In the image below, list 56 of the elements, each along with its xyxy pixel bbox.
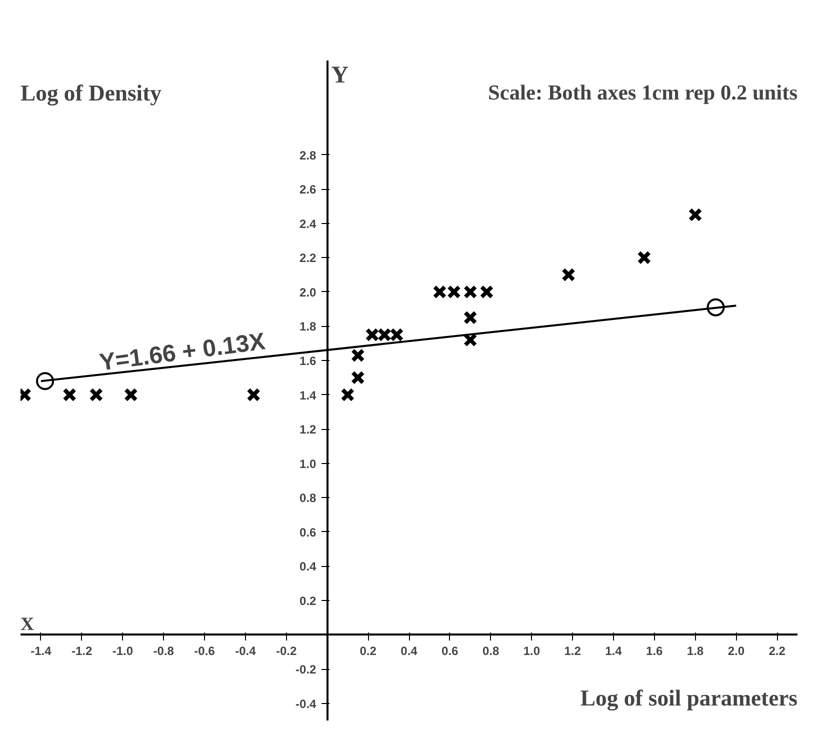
y-tick-label: 2.0: [300, 285, 317, 300]
y-tick-label: 2.6: [300, 182, 317, 197]
annotation: Y=1.66 + 0.13X: [98, 328, 267, 376]
x-tick-label: 2.0: [728, 644, 745, 658]
y-tick-label: 0.4: [300, 560, 317, 574]
point: [246, 388, 261, 402]
x-tick-label: 0.6: [442, 644, 459, 658]
y-tick-label: 1.6: [300, 354, 317, 368]
y-tick-label: 2.2: [300, 251, 317, 266]
point: [480, 284, 494, 299]
point: [89, 388, 104, 402]
x-tick-label: 1.8: [686, 644, 704, 658]
point: [637, 250, 652, 265]
x-tick-label: 1.4: [605, 644, 622, 658]
x-axis-title: Log of soil parameters: [580, 686, 798, 710]
y-tick-label: 1.4: [300, 388, 317, 402]
x-tick-label: -0.4: [235, 644, 256, 658]
x-tick-label: -0.6: [194, 644, 216, 658]
x-tick-label: 2.2: [768, 644, 786, 658]
y-tick-label: 0.8: [300, 491, 317, 506]
point: [62, 388, 77, 402]
x-tick-label: -1.4: [30, 644, 52, 658]
text: Scale: Both axes 1cm rep 0.2 units: [488, 80, 798, 104]
y-tick-label: -0.2: [296, 662, 317, 677]
x-tick-label: 1.6: [646, 644, 664, 658]
y-tick-label: 1.8: [300, 320, 317, 334]
point: [706, 298, 725, 316]
x-tick-label: -1.0: [112, 644, 134, 658]
y-tick-label: 0.2: [300, 594, 317, 608]
x-tick-label: -0.8: [153, 644, 174, 658]
y-tick-label: 2.8: [300, 148, 317, 162]
x-tick-label: -1.2: [72, 644, 93, 658]
point: [463, 284, 478, 299]
y-tick-label: 1.2: [300, 422, 317, 437]
y-axis-title: Log of Density: [20, 80, 162, 106]
point: [350, 348, 365, 362]
x-tick-label: 1.2: [564, 644, 582, 658]
point: [463, 310, 478, 325]
point: [340, 388, 355, 402]
y-tick-label: -0.4: [296, 696, 317, 711]
annotation: Y: [331, 62, 349, 88]
x-tick-label: 1.0: [523, 644, 540, 658]
point: [124, 388, 138, 402]
x-tick-label: 0.2: [360, 644, 377, 658]
y-tick-label: 0.6: [300, 525, 317, 540]
point: [463, 332, 478, 347]
point: [688, 208, 702, 222]
y-tick-label: 1.0: [300, 456, 317, 471]
point: [562, 268, 576, 282]
x-tick-label: -0.2: [276, 644, 297, 658]
y-tick-label: 2.4: [300, 216, 317, 231]
x-tick-label: 0.4: [400, 644, 418, 658]
annotation: X: [20, 614, 34, 635]
point: [350, 370, 365, 385]
point: [36, 372, 54, 390]
x-tick-label: 0.8: [482, 644, 500, 658]
